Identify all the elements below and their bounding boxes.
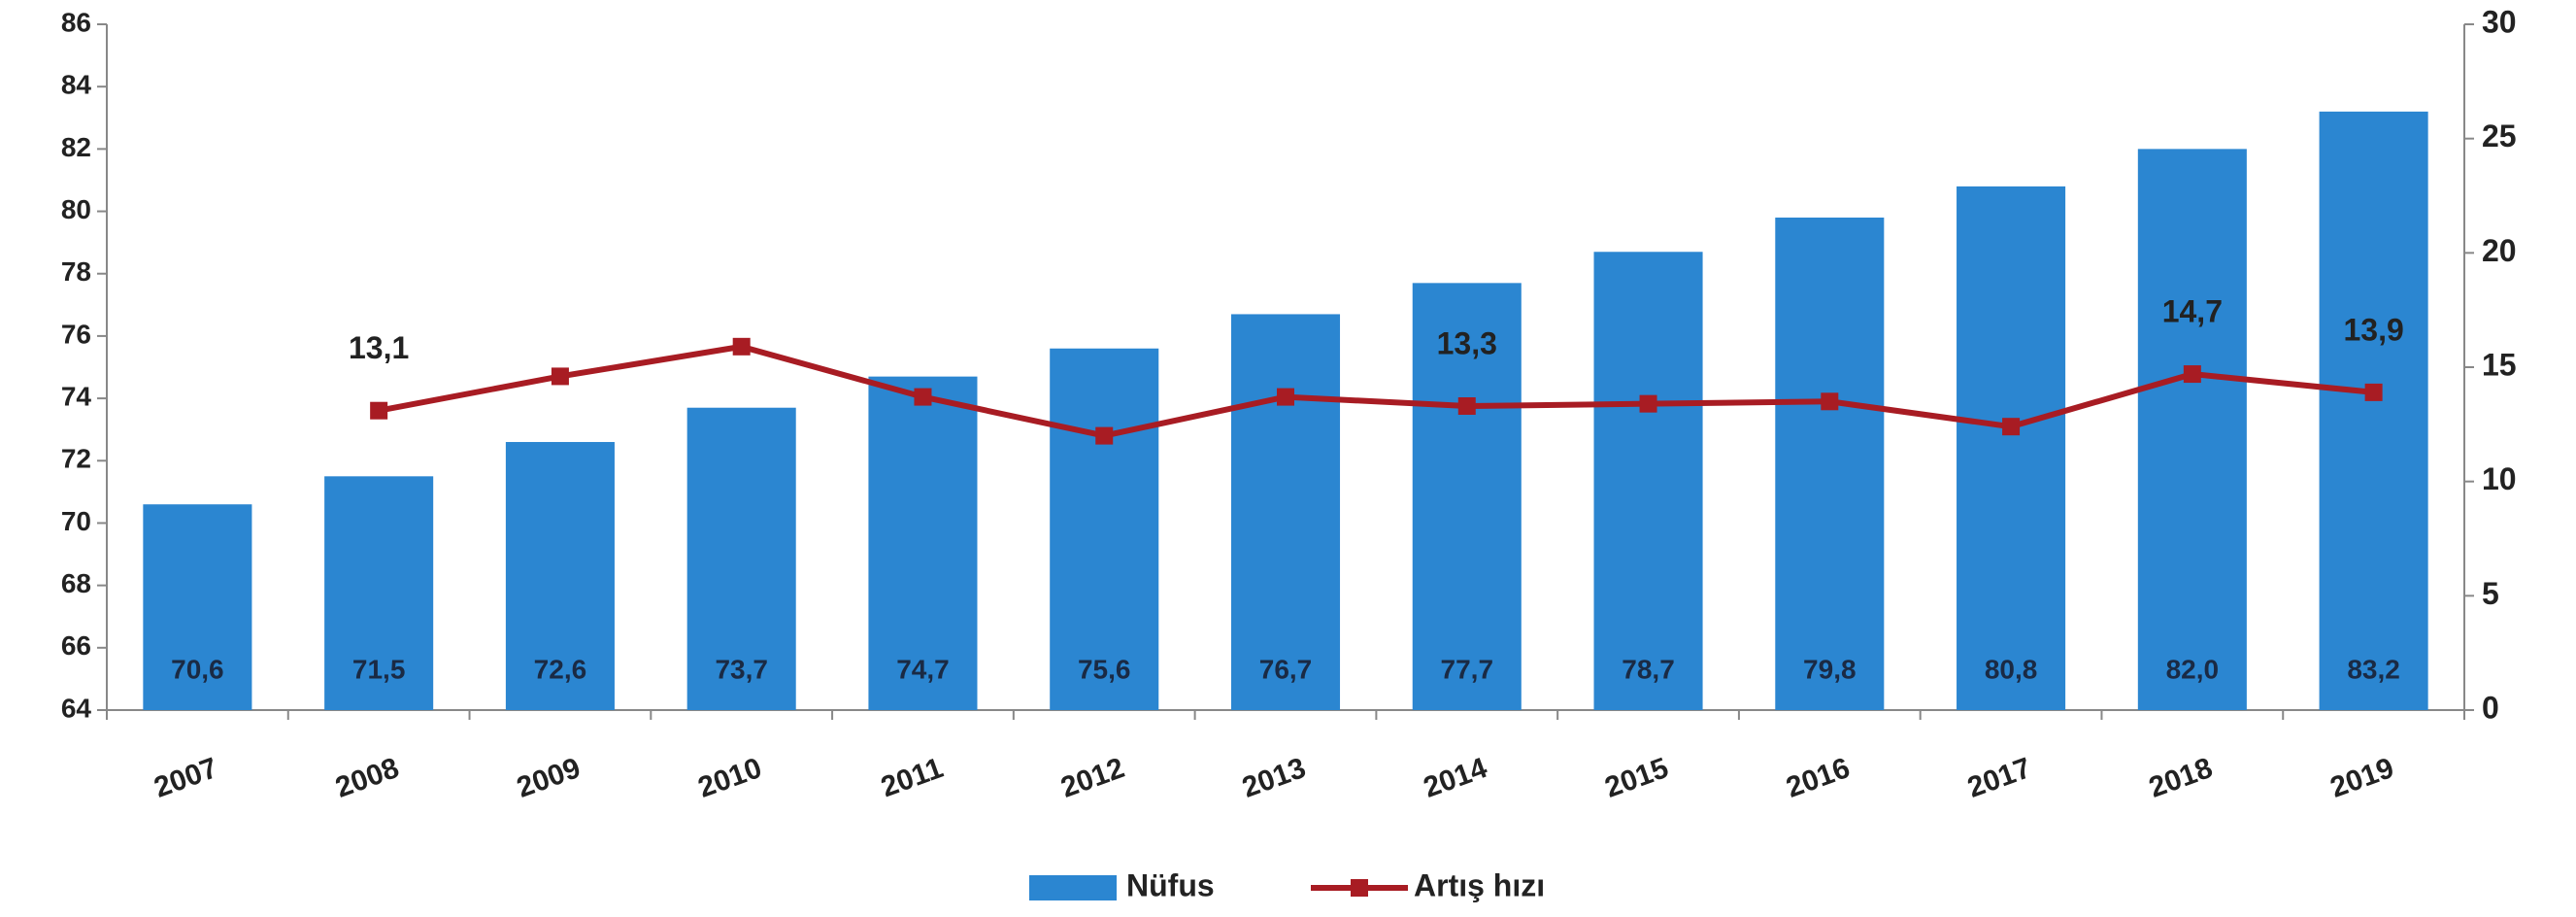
bar-label: 83,2 xyxy=(2347,654,2400,684)
y-tick-label: 86 xyxy=(61,7,91,37)
line-label: 13,9 xyxy=(2343,312,2403,347)
bar xyxy=(1412,283,1522,710)
bar-label: 79,8 xyxy=(1803,654,1857,684)
legend-swatch xyxy=(1029,875,1117,900)
line-marker xyxy=(1457,397,1476,416)
y2-tick-label: 25 xyxy=(2482,119,2517,153)
y-tick-label: 78 xyxy=(61,256,91,287)
bar xyxy=(1957,186,2066,710)
bar-label: 72,6 xyxy=(534,654,587,684)
line-marker xyxy=(1277,388,1294,406)
y-tick-label: 76 xyxy=(61,319,91,349)
line-marker xyxy=(914,388,932,406)
line-marker xyxy=(732,337,751,356)
line-marker xyxy=(1821,392,1839,411)
bar xyxy=(1775,217,1885,711)
x-tick-label: 2016 xyxy=(1782,752,1854,804)
bar xyxy=(686,407,796,710)
bar-label: 74,7 xyxy=(896,654,950,684)
bar-label: 75,6 xyxy=(1078,654,1131,684)
bar-label: 82,0 xyxy=(2166,654,2220,684)
y-tick-label: 70 xyxy=(61,506,91,536)
y2-tick-label: 10 xyxy=(2482,461,2517,496)
bar xyxy=(143,504,252,710)
line-label: 13,3 xyxy=(1437,325,1497,360)
line-marker xyxy=(2002,418,2021,436)
bar xyxy=(1593,252,1703,710)
x-tick-label: 2011 xyxy=(877,752,947,803)
x-tick-label: 2018 xyxy=(2145,752,2217,804)
line-marker xyxy=(1095,426,1114,445)
y2-tick-label: 30 xyxy=(2482,4,2517,39)
line-marker xyxy=(2364,383,2383,401)
bar-label: 70,6 xyxy=(171,654,224,684)
line-label: 14,7 xyxy=(2162,294,2223,329)
y-tick-label: 66 xyxy=(61,630,91,661)
y2-tick-label: 20 xyxy=(2482,233,2517,268)
x-tick-label: 2007 xyxy=(150,752,221,804)
y-tick-label: 68 xyxy=(61,568,91,598)
x-tick-label: 2009 xyxy=(513,752,585,804)
bar xyxy=(2319,111,2428,710)
bar xyxy=(324,476,434,710)
line-marker xyxy=(1639,394,1657,413)
line-marker xyxy=(551,367,569,386)
y2-tick-label: 5 xyxy=(2482,576,2499,611)
bar-label: 76,7 xyxy=(1259,654,1313,684)
x-tick-label: 2012 xyxy=(1056,752,1128,804)
y-tick-label: 72 xyxy=(61,444,91,474)
y-tick-label: 64 xyxy=(61,693,92,723)
bar-label: 71,5 xyxy=(352,654,406,684)
line-marker xyxy=(370,401,388,420)
bar xyxy=(2137,149,2247,710)
y2-tick-label: 0 xyxy=(2482,690,2499,725)
y-tick-label: 80 xyxy=(61,194,91,224)
y-tick-label: 84 xyxy=(61,70,92,100)
legend-label: Nüfus xyxy=(1126,867,1215,902)
x-tick-label: 2019 xyxy=(2326,752,2398,804)
line xyxy=(378,343,2374,439)
x-tick-label: 2014 xyxy=(1420,752,1491,804)
legend-label: Artış hızı xyxy=(1414,867,1545,902)
bar-label: 73,7 xyxy=(715,654,768,684)
y-tick-label: 82 xyxy=(61,132,91,162)
line-label: 13,1 xyxy=(349,330,409,365)
x-tick-label: 2008 xyxy=(331,752,403,804)
bar-label: 77,7 xyxy=(1441,654,1494,684)
bar xyxy=(868,376,978,710)
y-tick-label: 74 xyxy=(61,381,92,411)
legend-swatch xyxy=(1351,879,1368,897)
bar-label: 80,8 xyxy=(1985,654,2038,684)
y2-tick-label: 15 xyxy=(2482,347,2517,382)
x-tick-label: 2015 xyxy=(1601,752,1673,804)
bar xyxy=(505,442,615,710)
bar xyxy=(1230,314,1341,710)
x-tick-label: 2013 xyxy=(1238,752,1310,804)
bar-label: 78,7 xyxy=(1622,654,1675,684)
x-tick-label: 2010 xyxy=(694,752,766,804)
line-marker xyxy=(2183,365,2201,384)
x-tick-label: 2017 xyxy=(1963,752,2035,804)
bar xyxy=(1050,348,1159,710)
